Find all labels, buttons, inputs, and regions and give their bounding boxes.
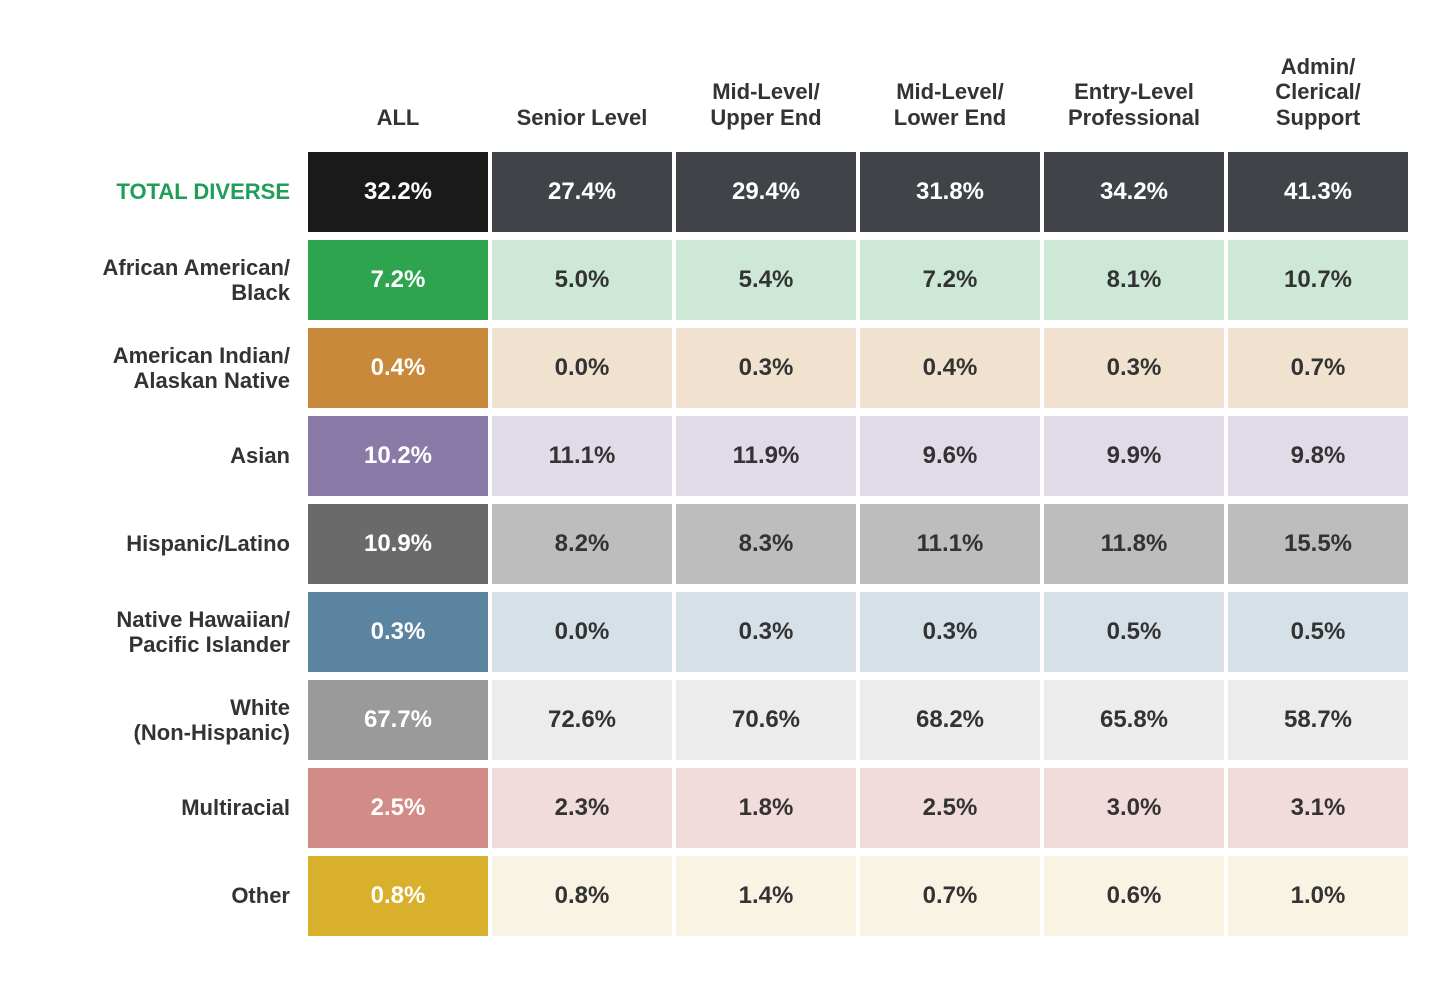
table-header-row: ALL Senior Level Mid-Level/Upper End Mid… [64, 48, 1408, 144]
table-row: Asian10.2%11.1%11.9%9.6%9.9%9.8% [64, 416, 1408, 496]
col-header-entry: Entry-LevelProfessional [1044, 48, 1224, 144]
table-row: White(Non-Hispanic)67.7%72.6%70.6%68.2%6… [64, 680, 1408, 760]
cell-value: 0.4% [860, 328, 1040, 408]
cell-value: 15.5% [1228, 504, 1408, 584]
cell-value: 0.6% [1044, 856, 1224, 936]
cell-value: 7.2% [860, 240, 1040, 320]
cell-value: 11.9% [676, 416, 856, 496]
cell-value: 29.4% [676, 152, 856, 232]
cell-value: 1.0% [1228, 856, 1408, 936]
col-header-midlow: Mid-Level/Lower End [860, 48, 1040, 144]
table-row: Hispanic/Latino10.9%8.2%8.3%11.1%11.8%15… [64, 504, 1408, 584]
cell-value: 0.0% [492, 328, 672, 408]
row-label: Other [64, 856, 304, 936]
cell-value: 0.5% [1228, 592, 1408, 672]
cell-value: 3.0% [1044, 768, 1224, 848]
cell-value: 0.3% [676, 328, 856, 408]
cell-value: 31.8% [860, 152, 1040, 232]
cell-value: 0.7% [860, 856, 1040, 936]
cell-all: 32.2% [308, 152, 488, 232]
cell-value: 2.3% [492, 768, 672, 848]
row-label: African American/Black [64, 240, 304, 320]
cell-value: 9.9% [1044, 416, 1224, 496]
col-header-senior: Senior Level [492, 48, 672, 144]
cell-all: 67.7% [308, 680, 488, 760]
cell-value: 0.5% [1044, 592, 1224, 672]
cell-value: 34.2% [1044, 152, 1224, 232]
cell-value: 11.1% [492, 416, 672, 496]
cell-value: 0.3% [1044, 328, 1224, 408]
cell-all: 7.2% [308, 240, 488, 320]
cell-value: 65.8% [1044, 680, 1224, 760]
cell-value: 8.2% [492, 504, 672, 584]
row-label: American Indian/Alaskan Native [64, 328, 304, 408]
cell-value: 2.5% [860, 768, 1040, 848]
cell-value: 10.7% [1228, 240, 1408, 320]
cell-value: 5.4% [676, 240, 856, 320]
table-row: African American/Black7.2%5.0%5.4%7.2%8.… [64, 240, 1408, 320]
cell-value: 1.4% [676, 856, 856, 936]
col-header-admin: Admin/Clerical/Support [1228, 48, 1408, 144]
cell-value: 68.2% [860, 680, 1040, 760]
table-row: Other0.8%0.8%1.4%0.7%0.6%1.0% [64, 856, 1408, 936]
row-label: TOTAL DIVERSE [64, 152, 304, 232]
cell-value: 0.0% [492, 592, 672, 672]
col-header-all: ALL [308, 48, 488, 144]
cell-all: 0.3% [308, 592, 488, 672]
cell-value: 8.3% [676, 504, 856, 584]
cell-value: 0.8% [492, 856, 672, 936]
cell-all: 0.8% [308, 856, 488, 936]
row-label: Multiracial [64, 768, 304, 848]
row-label: Hispanic/Latino [64, 504, 304, 584]
cell-value: 11.1% [860, 504, 1040, 584]
row-label: White(Non-Hispanic) [64, 680, 304, 760]
table-row: TOTAL DIVERSE32.2%27.4%29.4%31.8%34.2%41… [64, 152, 1408, 232]
cell-all: 10.9% [308, 504, 488, 584]
cell-value: 5.0% [492, 240, 672, 320]
table-body: TOTAL DIVERSE32.2%27.4%29.4%31.8%34.2%41… [64, 152, 1408, 936]
cell-value: 3.1% [1228, 768, 1408, 848]
cell-all: 10.2% [308, 416, 488, 496]
cell-value: 70.6% [676, 680, 856, 760]
cell-value: 27.4% [492, 152, 672, 232]
cell-all: 0.4% [308, 328, 488, 408]
cell-value: 58.7% [1228, 680, 1408, 760]
cell-value: 41.3% [1228, 152, 1408, 232]
diversity-table: ALL Senior Level Mid-Level/Upper End Mid… [60, 40, 1412, 944]
row-label: Asian [64, 416, 304, 496]
cell-value: 0.3% [676, 592, 856, 672]
cell-value: 0.3% [860, 592, 1040, 672]
col-header-midupp: Mid-Level/Upper End [676, 48, 856, 144]
cell-value: 9.6% [860, 416, 1040, 496]
cell-all: 2.5% [308, 768, 488, 848]
cell-value: 72.6% [492, 680, 672, 760]
cell-value: 9.8% [1228, 416, 1408, 496]
table-row: Native Hawaiian/Pacific Islander0.3%0.0%… [64, 592, 1408, 672]
cell-value: 1.8% [676, 768, 856, 848]
table-row: American Indian/Alaskan Native0.4%0.0%0.… [64, 328, 1408, 408]
cell-value: 8.1% [1044, 240, 1224, 320]
cell-value: 11.8% [1044, 504, 1224, 584]
table-row: Multiracial2.5%2.3%1.8%2.5%3.0%3.1% [64, 768, 1408, 848]
cell-value: 0.7% [1228, 328, 1408, 408]
row-label: Native Hawaiian/Pacific Islander [64, 592, 304, 672]
